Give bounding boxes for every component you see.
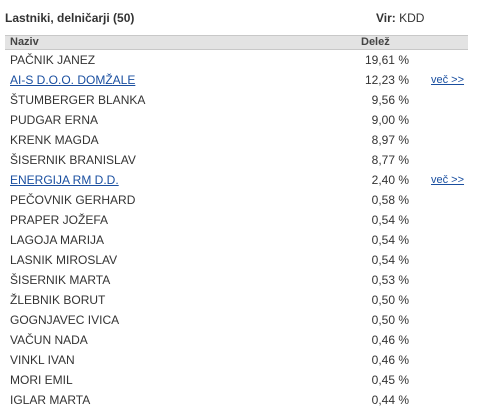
share: 8,77 % (371, 153, 409, 167)
owner-name: PUDGAR ERNA (10, 113, 99, 127)
share: 0,53 % (371, 273, 409, 287)
column-header: Naziv (10, 36, 39, 48)
owner-name: KRENK MAGDA (10, 133, 99, 147)
share: 0,50 % (371, 313, 409, 327)
share: 0,44 % (371, 393, 409, 407)
source-value: KDD (399, 11, 425, 25)
table-header: Naziv Delež (5, 35, 468, 50)
more-link[interactable]: več >> (431, 174, 465, 186)
source: Vir: KDD (376, 11, 424, 25)
share: 0,45 % (371, 373, 409, 387)
share: 0,46 % (371, 353, 409, 367)
share: 0,46 % (371, 333, 409, 347)
more-link[interactable]: več >> (431, 74, 465, 86)
owner-name: ŽLEBNIK BORUT (10, 293, 106, 307)
title: Lastniki, delničarji (50) (5, 11, 135, 25)
owner-name: VINKL IVAN (10, 353, 75, 367)
share: 9,00 % (371, 113, 409, 127)
owner-name: ŠISERNIK BRANISLAV (10, 153, 136, 167)
owner-name: MORI EMIL (10, 373, 73, 387)
share: 0,54 % (371, 213, 409, 227)
share: 12,23 % (364, 73, 409, 87)
share: 0,54 % (371, 253, 409, 267)
share: 0,58 % (371, 193, 409, 207)
share: 0,50 % (371, 293, 409, 307)
owner-name: PRAPER JOŽEFA (10, 213, 109, 227)
owner-name: PAČNIK JANEZ (10, 53, 96, 67)
owner-name: ŠTUMBERGER BLANKA (10, 93, 146, 107)
owner-name: LAGOJA MARIJA (10, 233, 105, 247)
share: 2,40 % (371, 173, 409, 187)
owner-link[interactable]: AI-S D.O.O. DOMŽALE (10, 73, 136, 87)
owner-name: IGLAR MARTA (10, 393, 91, 407)
owner-name: VAČUN NADA (10, 333, 88, 347)
owner-name: ŠISERNIK MARTA (10, 273, 111, 287)
share: 0,54 % (371, 233, 409, 247)
owner-name: GOGNJAVEC IVICA (10, 313, 120, 327)
owner-name: PEČOVNIK GERHARD (10, 193, 136, 207)
owner-link[interactable]: ENERGIJA RM D.D. (10, 173, 119, 187)
column-header: Delež (361, 36, 390, 48)
source-label: Vir: (376, 11, 396, 25)
share: 9,56 % (371, 93, 409, 107)
owner-name: LASNIK MIROSLAV (10, 253, 118, 267)
share: 8,97 % (371, 133, 409, 147)
share: 19,61 % (364, 53, 409, 67)
